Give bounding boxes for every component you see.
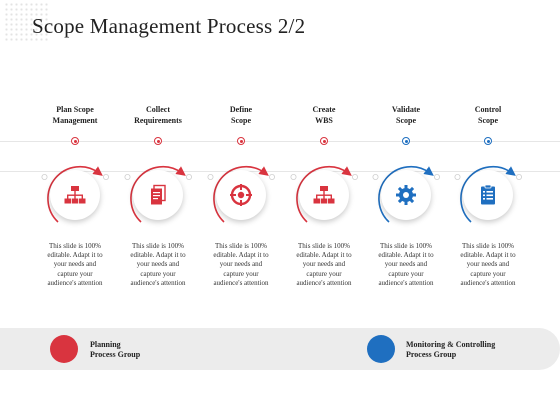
step-icon-circle xyxy=(133,170,183,220)
timeline-marker xyxy=(320,137,328,145)
planning-legend-line1: Planning xyxy=(90,340,121,349)
step-description-line: capture your xyxy=(306,269,342,278)
step-description-line: audience's attention xyxy=(130,278,186,287)
planning-legend-label: Planning Process Group xyxy=(90,340,210,360)
step-title: Define Scope xyxy=(201,104,281,128)
monitoring-legend-label: Monitoring & Controlling Process Group xyxy=(406,340,526,360)
timeline-marker xyxy=(484,137,492,145)
page-title: Scope Management Process 2/2 xyxy=(32,14,306,38)
step-description-line: editable. Adapt it to xyxy=(47,251,103,260)
step-description-line: editable. Adapt it to xyxy=(460,251,516,260)
step-title: Create WBS xyxy=(284,104,364,128)
legend-bar: Planning Process Group Monitoring & Cont… xyxy=(0,328,560,370)
step-icon-circle xyxy=(299,170,349,220)
step-description-line: audience's attention xyxy=(378,278,434,287)
monitoring-legend-dot xyxy=(367,335,395,363)
step-description-line: editable. Adapt it to xyxy=(378,251,434,260)
timeline-marker xyxy=(154,137,162,145)
step-description-line: audience's attention xyxy=(296,278,352,287)
step-node xyxy=(448,155,528,235)
step-title-line1: Validate xyxy=(391,105,421,114)
step-title: Plan Scope Management xyxy=(35,104,115,128)
timeline-line-top xyxy=(0,141,560,142)
step-title-line1: Define xyxy=(229,105,253,114)
step-description-line: your needs and xyxy=(53,260,97,269)
step-node xyxy=(35,155,115,235)
step-description-line: your needs and xyxy=(384,260,428,269)
step-title-line2: Requirements xyxy=(134,116,182,125)
step-description-line: capture your xyxy=(140,269,176,278)
step-description-line: This slide is 100% xyxy=(298,242,350,250)
step-title-line2: Scope xyxy=(478,116,498,125)
step-description-line: This slide is 100% xyxy=(462,242,514,250)
step-description-line: your needs and xyxy=(302,260,346,269)
timeline-marker xyxy=(402,137,410,145)
step-icon-circle xyxy=(381,170,431,220)
step-description-line: This slide is 100% xyxy=(380,242,432,250)
timeline-marker xyxy=(237,137,245,145)
step-title-line1: Collect xyxy=(146,105,170,114)
step-description-line: audience's attention xyxy=(47,278,103,287)
step-description: This slide is 100% editable. Adapt it to y… xyxy=(284,242,364,288)
step-description-line: editable. Adapt it to xyxy=(296,251,352,260)
timeline-line-bottom xyxy=(0,171,560,172)
step-description-line: This slide is 100% xyxy=(132,242,184,250)
step-icon-circle xyxy=(50,170,100,220)
step-icon-circle xyxy=(463,170,513,220)
step-title-line1: Plan Scope xyxy=(56,105,94,114)
step-description-line: capture your xyxy=(57,269,93,278)
step-description: This slide is 100% editable. Adapt it to y… xyxy=(35,242,115,288)
step-description-line: This slide is 100% xyxy=(215,242,267,250)
step-description-line: your needs and xyxy=(136,260,180,269)
step-description: This slide is 100% editable. Adapt it to y… xyxy=(201,242,281,288)
step-title-line1: Control xyxy=(474,105,502,114)
step-node xyxy=(201,155,281,235)
step-description-line: capture your xyxy=(223,269,259,278)
step-title: Validate Scope xyxy=(366,104,446,128)
monitoring-legend-line2: Process Group xyxy=(406,350,457,359)
step-node xyxy=(284,155,364,235)
step-title: Control Scope xyxy=(448,104,528,128)
timeline-marker xyxy=(71,137,79,145)
step-description-line: capture your xyxy=(388,269,424,278)
step-description: This slide is 100% editable. Adapt it to y… xyxy=(366,242,446,288)
step-description-line: audience's attention xyxy=(460,278,516,287)
step-description: This slide is 100% editable. Adapt it to y… xyxy=(118,242,198,288)
step-description-line: editable. Adapt it to xyxy=(213,251,269,260)
step-description-line: audience's attention xyxy=(213,278,269,287)
planning-legend-line2: Process Group xyxy=(90,350,141,359)
step-node xyxy=(366,155,446,235)
decorative-dot-grid xyxy=(4,2,50,42)
step-description-line: your needs and xyxy=(466,260,510,269)
step-node xyxy=(118,155,198,235)
planning-legend-dot xyxy=(50,335,78,363)
step-title-line2: WBS xyxy=(315,116,333,125)
step-description: This slide is 100% editable. Adapt it to y… xyxy=(448,242,528,288)
step-description-line: your needs and xyxy=(219,260,263,269)
step-description-line: This slide is 100% xyxy=(49,242,101,250)
step-title: Collect Requirements xyxy=(118,104,198,128)
step-icon-circle xyxy=(216,170,266,220)
monitoring-legend-line1: Monitoring & Controlling xyxy=(406,340,496,349)
step-title-line2: Management xyxy=(52,116,98,125)
step-title-line2: Scope xyxy=(396,116,416,125)
step-title-line1: Create xyxy=(312,105,336,114)
step-description-line: capture your xyxy=(470,269,506,278)
step-title-line2: Scope xyxy=(231,116,251,125)
step-description-line: editable. Adapt it to xyxy=(130,251,186,260)
